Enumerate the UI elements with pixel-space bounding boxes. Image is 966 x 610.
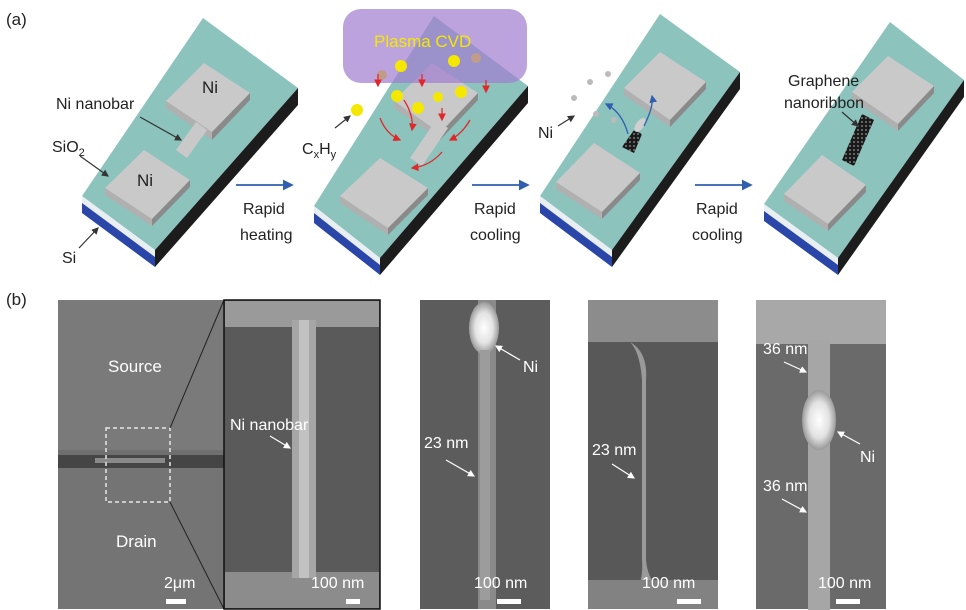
step1-si-pointer	[78, 227, 99, 249]
arrow2-line1: Rapid	[474, 201, 516, 218]
sem3-width-label: 23 nm	[424, 435, 468, 452]
deposition-arrows	[374, 74, 490, 172]
arrow3-line1: Rapid	[696, 201, 738, 218]
sem1-drain-label: Drain	[116, 532, 157, 551]
step1-ni-bottom-label: Ni	[137, 171, 153, 190]
plasma-cvd-cloud	[343, 9, 527, 83]
plasma-cvd-label: Plasma CVD	[374, 32, 471, 51]
sem5-width-top-pointer	[783, 361, 808, 373]
sem3-scale-label: 100 nm	[474, 575, 527, 592]
step1-sio2-pointer	[79, 155, 109, 177]
step2-cxhy-label: CxHy	[302, 141, 337, 161]
sem2-nanobar-label: Ni nanobar	[230, 417, 309, 434]
zoom-line-bottom	[169, 501, 225, 610]
step3-ni-pointer	[557, 115, 576, 127]
step1-nanobar-pointer	[139, 116, 183, 141]
sem-image-4	[588, 300, 718, 609]
sem-image-3	[420, 300, 550, 609]
step1-sio2-label: SiO2	[52, 139, 85, 159]
sem5-width-bottom-pointer	[781, 498, 808, 513]
step4-gnr-line1: Graphene	[788, 73, 859, 90]
arrow1-line2: heating	[240, 227, 293, 244]
step3-ni-atoms	[571, 71, 617, 123]
sem1-scale-label: 2μm	[164, 575, 195, 592]
step4-gnr-pointer	[841, 111, 859, 127]
step4-gnr-line2: nanoribbon	[784, 95, 864, 112]
step3-diffusion-arrows	[604, 94, 658, 135]
sem4-scale-label: 100 nm	[642, 575, 695, 592]
sem4-width-label: 23 nm	[592, 442, 636, 459]
sem5-scale-label: 100 nm	[818, 575, 871, 592]
sem5-ni-pointer	[836, 431, 861, 445]
arrow1-line1: Rapid	[243, 201, 285, 218]
step1-nanobar-label: Ni nanobar	[56, 96, 135, 113]
sem4-width-pointer	[611, 463, 636, 479]
arrow3-line2: cooling	[692, 227, 743, 244]
step4-substrate	[764, 22, 964, 275]
step3-substrate	[540, 14, 740, 267]
step1-substrate	[82, 18, 298, 267]
carbon-particles	[351, 53, 481, 116]
sem3-ni-pointer	[494, 345, 521, 361]
sem5-ni-label: Ni	[860, 449, 875, 466]
step1-si-label: Si	[62, 250, 76, 267]
sem5-width-bottom-label: 36 nm	[763, 478, 807, 495]
step3-ni-label: Ni	[538, 125, 553, 142]
arrow2-line2: cooling	[470, 227, 521, 244]
sem3-width-pointer	[445, 459, 476, 477]
step2-cxhy-pointer	[334, 115, 351, 129]
sem-image-1	[58, 300, 224, 609]
sem-image-2	[223, 299, 381, 610]
sem1-source-label: Source	[108, 357, 162, 376]
sem3-ni-label: Ni	[523, 359, 538, 376]
sem2-scale-label: 100 nm	[311, 575, 364, 592]
sem5-width-top-label: 36 nm	[763, 341, 807, 358]
sem-image-5	[756, 300, 886, 610]
panel-a-label: (a)	[6, 10, 27, 29]
panel-b-label: (b)	[6, 290, 27, 309]
zoom-line-top	[169, 299, 225, 429]
sem2-nanobar-pointer	[269, 435, 292, 449]
step1-ni-top-label: Ni	[202, 78, 218, 97]
